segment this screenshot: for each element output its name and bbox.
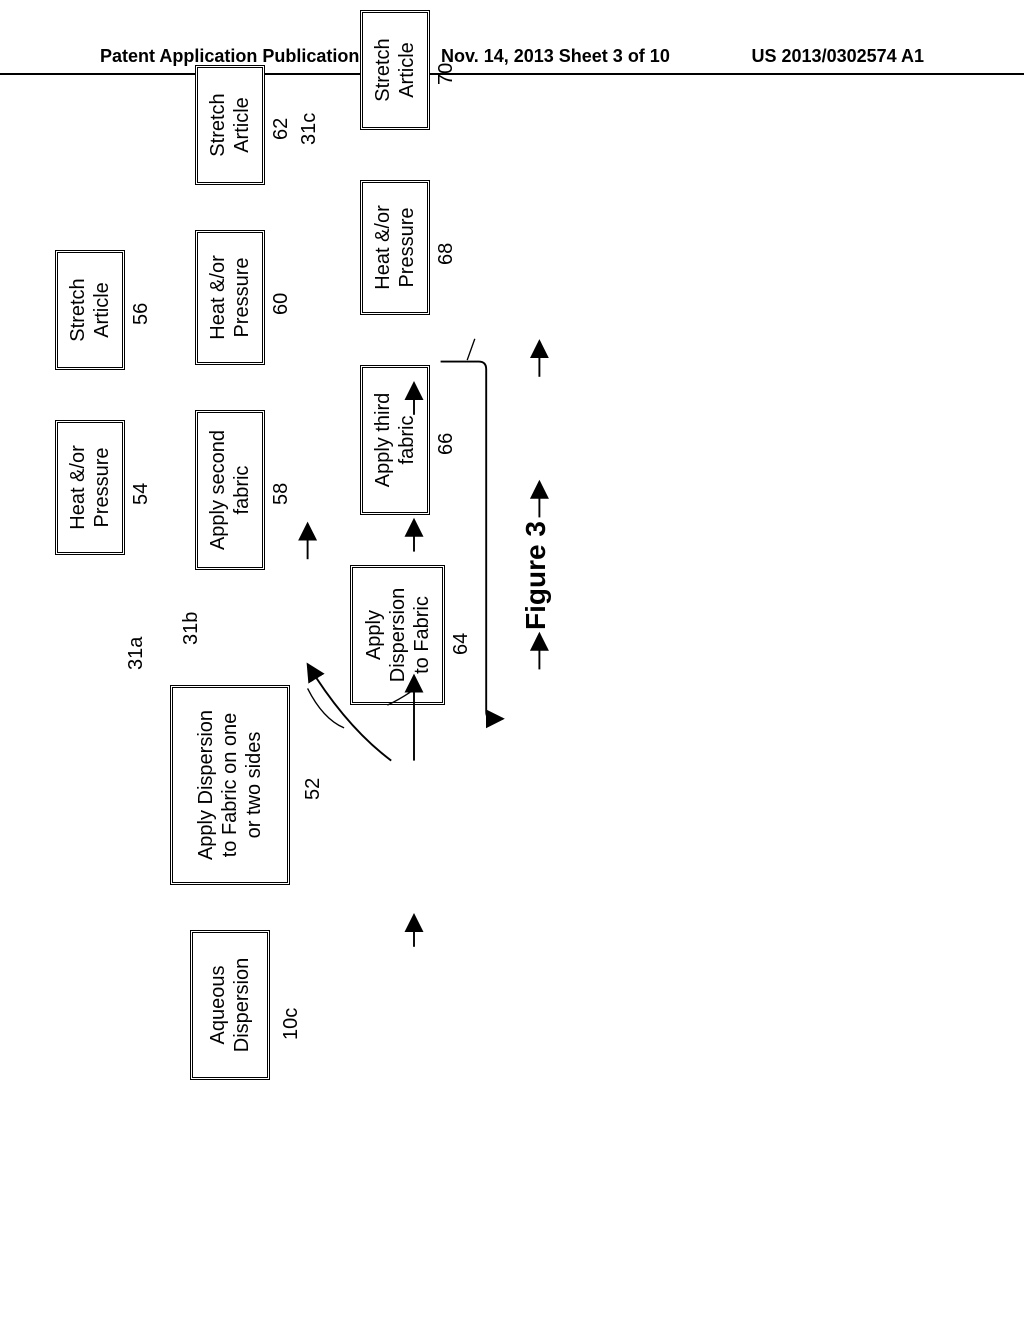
- flowchart-arrows: [30, 240, 950, 1000]
- page-header: Patent Application Publication Nov. 14, …: [0, 46, 1024, 75]
- ref-62: 62: [270, 118, 293, 140]
- branch-31c: 31c: [298, 113, 321, 145]
- ref-70: 70: [435, 63, 458, 85]
- box-stretch-62: Stretch Article: [195, 65, 265, 185]
- box-text: Stretch Article: [206, 93, 254, 156]
- box-stretch-70: Stretch Article: [360, 10, 430, 130]
- header-center: Nov. 14, 2013 Sheet 3 of 10: [441, 46, 670, 67]
- box-text: Stretch Article: [371, 38, 419, 101]
- header-right: US 2013/0302574 A1: [752, 46, 924, 67]
- header-left: Patent Application Publication: [100, 46, 359, 67]
- flowchart-figure-3: Aqueous Dispersion 10c Apply Dispersion …: [30, 240, 950, 1000]
- ref-10c: 10c: [280, 1008, 303, 1040]
